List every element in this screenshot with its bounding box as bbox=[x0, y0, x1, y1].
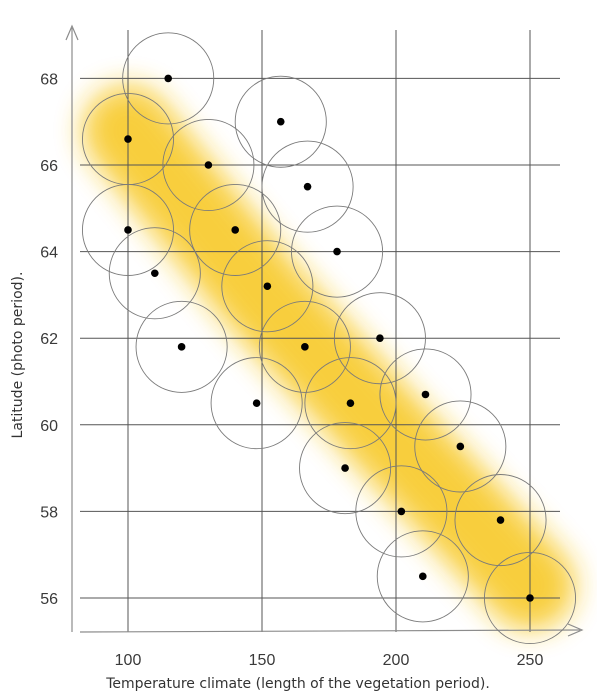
data-point-17 bbox=[341, 464, 349, 472]
data-point-21 bbox=[526, 594, 534, 602]
density-band-path bbox=[83, 85, 575, 631]
data-point-5 bbox=[124, 226, 132, 234]
data-point-16 bbox=[456, 442, 465, 451]
point-circle-16 bbox=[414, 400, 507, 493]
data-point-15 bbox=[346, 399, 355, 407]
x-tick-label-100: 100 bbox=[115, 652, 142, 669]
y-tick-label-62: 62 bbox=[40, 331, 58, 348]
data-point-3 bbox=[204, 161, 213, 169]
data-point-20 bbox=[419, 572, 427, 581]
data-point-12 bbox=[301, 343, 309, 351]
data-point-7 bbox=[333, 247, 341, 256]
point-circle-15 bbox=[304, 357, 397, 450]
data-point-19 bbox=[496, 516, 505, 524]
point-circle-2 bbox=[234, 75, 327, 168]
point-circle-20 bbox=[376, 530, 469, 623]
y-tick-label-64: 64 bbox=[40, 245, 58, 262]
data-points bbox=[124, 74, 534, 602]
point-circles bbox=[81, 32, 577, 645]
x-tick-labels: 100 150 200 250 bbox=[115, 652, 544, 669]
data-point-6 bbox=[231, 226, 239, 234]
data-point-18 bbox=[397, 507, 406, 516]
data-point-1 bbox=[124, 135, 132, 143]
point-circle-6 bbox=[189, 183, 282, 276]
point-circle-21 bbox=[483, 551, 577, 645]
x-tick-label-250: 250 bbox=[517, 652, 544, 669]
point-circle-8 bbox=[108, 227, 201, 320]
x-axis-title: Temperature climate (length of the veget… bbox=[105, 676, 490, 692]
point-circle-9 bbox=[221, 240, 314, 333]
point-circle-5 bbox=[81, 183, 175, 276]
point-circle-13 bbox=[379, 348, 472, 441]
point-circle-0 bbox=[122, 32, 215, 125]
x-tick-label-200: 200 bbox=[383, 652, 410, 669]
point-circle-10 bbox=[333, 292, 426, 385]
point-circle-11 bbox=[135, 300, 228, 393]
x-axis-line bbox=[79, 629, 581, 633]
x-tick-label-150: 150 bbox=[249, 652, 276, 669]
y-axis-arrow bbox=[65, 24, 79, 41]
data-point-10 bbox=[376, 334, 384, 343]
y-tick-label-66: 66 bbox=[40, 158, 58, 175]
density-band bbox=[83, 85, 575, 631]
point-circle-18 bbox=[355, 465, 448, 558]
y-tick-label-60: 60 bbox=[40, 418, 58, 435]
point-circle-19 bbox=[454, 474, 547, 567]
data-point-2 bbox=[276, 117, 285, 126]
y-tick-label-58: 58 bbox=[40, 504, 58, 521]
point-circle-14 bbox=[210, 357, 303, 450]
data-point-13 bbox=[421, 390, 430, 399]
point-circle-3 bbox=[162, 118, 255, 212]
y-axis-title: Latitude (photo period). bbox=[10, 272, 26, 439]
x-axis-arrow bbox=[567, 623, 584, 637]
data-point-14 bbox=[252, 399, 261, 407]
point-circle-17 bbox=[299, 422, 392, 515]
y-tick-label-68: 68 bbox=[40, 71, 58, 88]
y-tick-label-56: 56 bbox=[40, 591, 58, 608]
axes bbox=[65, 24, 584, 637]
data-point-11 bbox=[177, 343, 186, 351]
grid-lines bbox=[80, 30, 560, 632]
data-point-9 bbox=[263, 282, 272, 291]
point-circle-7 bbox=[291, 205, 384, 298]
data-point-0 bbox=[164, 74, 172, 83]
point-circle-4 bbox=[261, 140, 354, 233]
y-tick-labels: 56 58 60 62 64 66 68 bbox=[40, 71, 58, 608]
data-point-4 bbox=[303, 182, 312, 191]
point-circle-12 bbox=[258, 300, 351, 393]
data-point-8 bbox=[151, 269, 159, 278]
